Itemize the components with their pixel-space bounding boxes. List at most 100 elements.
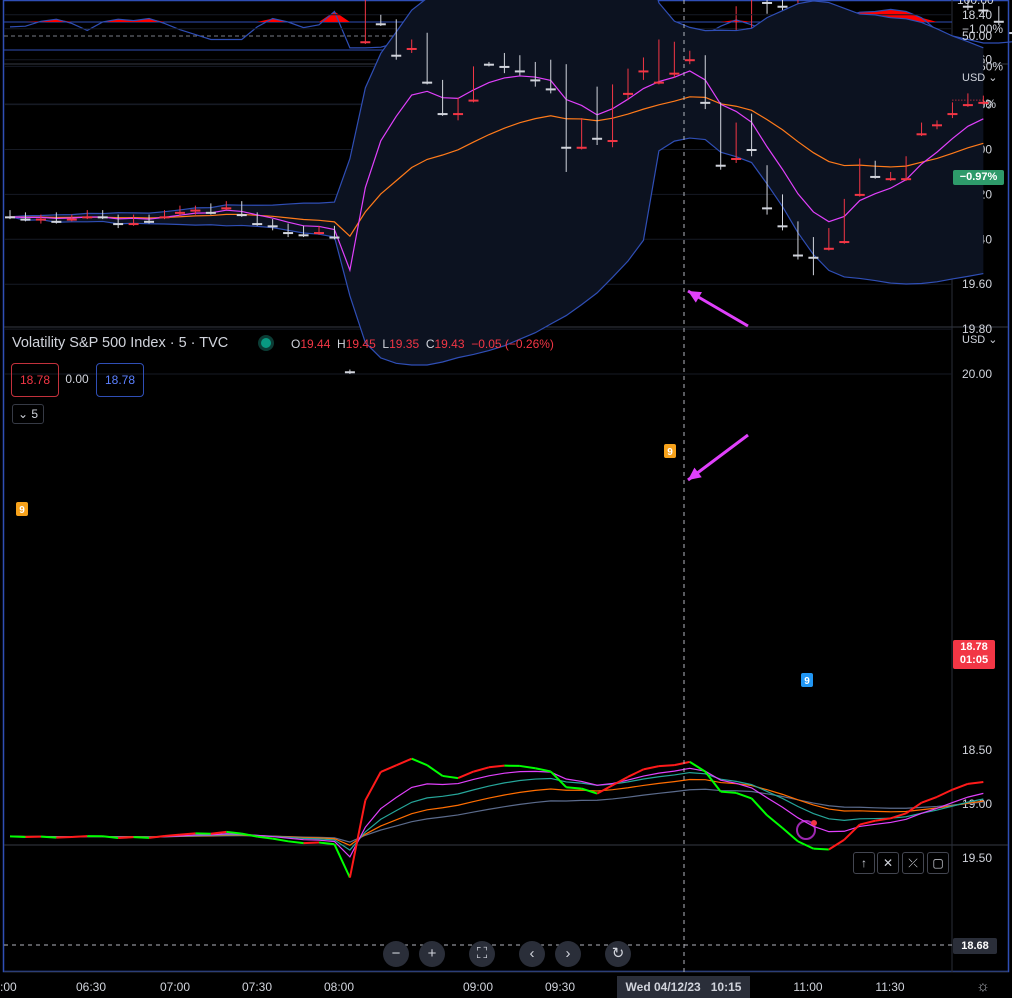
indicator-value-left[interactable]: 18.78 — [11, 363, 59, 397]
price-candle-body — [344, 371, 355, 374]
price-candle-body — [453, 113, 464, 116]
time-tick: 11:30 — [875, 980, 904, 994]
td-marker-bottom-label: 9 — [804, 676, 810, 687]
zoom-out-button[interactable]: − — [383, 941, 409, 967]
crosshair-value-tag: 18.68 — [953, 938, 997, 954]
ma-ribbon-fastest — [318, 841, 335, 846]
ma-ribbon-fastest — [348, 800, 367, 878]
ma-ribbon-fastest — [766, 814, 784, 829]
price-candle-body — [592, 137, 603, 140]
price-candle-body — [35, 218, 46, 221]
zoom-in-button[interactable]: + — [419, 941, 445, 967]
indicator-value-right[interactable]: 18.78 — [96, 363, 144, 397]
time-tick: :00 — [0, 980, 17, 994]
ma-ribbon-fastest — [257, 835, 273, 840]
price-candle — [731, 122, 742, 163]
ma-ribbon-fastest — [952, 782, 969, 791]
price-candle — [607, 84, 618, 148]
ma-ribbon-fastest — [226, 830, 242, 835]
currency-menu-pct[interactable]: USD ⌄ — [962, 72, 998, 84]
ma-ribbon-fastest — [674, 760, 691, 767]
band-fill — [10, 0, 984, 366]
price-candle — [20, 212, 31, 222]
price-candle — [839, 198, 850, 244]
price-tick: 19.60 — [962, 277, 992, 291]
price-candle — [66, 214, 77, 222]
ma-ribbon-fastest — [457, 770, 474, 780]
pane-collapse-button[interactable]: ⤫ — [902, 852, 924, 874]
price-candle-body — [777, 225, 788, 228]
pct-last-tag: −0.97% — [953, 170, 1004, 185]
ohlc-close: 19.43 — [434, 337, 465, 351]
price-candle — [453, 97, 464, 121]
time-tick: 07:30 — [242, 980, 272, 994]
price-candle-body — [978, 101, 989, 104]
price-candle-body — [5, 216, 15, 219]
price-candle — [885, 171, 896, 181]
price-candle — [252, 212, 263, 226]
ma-ribbon-slowest — [9, 788, 984, 843]
price-candle-body — [932, 124, 942, 127]
price-tick: 19.80 — [962, 322, 992, 336]
ma-ribbon-fastest — [797, 840, 814, 850]
price-candle — [592, 86, 603, 146]
pane-move-up-button[interactable]: ↑ — [853, 852, 875, 874]
price-candle-body — [298, 234, 309, 237]
pct-candle — [1009, 32, 1012, 35]
ma-ribbon-fastest — [750, 797, 768, 816]
price-candle — [561, 64, 572, 172]
ma-ribbon-fastest — [210, 830, 227, 835]
scroll-back-button[interactable]: ‹ — [519, 941, 545, 967]
price-candle-body — [375, 23, 386, 26]
price-candle — [422, 32, 433, 85]
pct-candle-body — [1009, 32, 1012, 35]
td-marker-left: 9 — [16, 502, 28, 516]
price-candle-body — [252, 223, 263, 226]
fit-screen-button[interactable]: ⛶ — [469, 941, 495, 967]
ma-ribbon-slow — [9, 778, 984, 846]
ma-ribbon-fastest — [179, 832, 196, 836]
price-candle-body — [360, 41, 371, 44]
price-candle — [576, 118, 587, 150]
time-tick: 08:00 — [324, 980, 354, 994]
time-tick: 09:00 — [463, 980, 493, 994]
ma-ribbon-fastest — [875, 817, 891, 822]
price-candle-body — [762, 207, 773, 210]
pct-candle — [962, 0, 973, 10]
legend-collapse-button[interactable]: ⌄ 5 — [12, 404, 44, 424]
ma-ribbon-fastest — [967, 781, 984, 785]
price-candle-body — [437, 113, 448, 116]
currency-menu-price[interactable]: USD ⌄ — [962, 334, 998, 346]
price-candle — [267, 219, 278, 231]
price-candle-body — [607, 140, 618, 143]
price-candle — [947, 102, 958, 119]
ma-ribbon-fastest — [9, 835, 26, 838]
pane-delete-button[interactable]: ✕ — [877, 852, 899, 874]
td-marker-top-bg — [664, 444, 676, 458]
price-candle-body — [870, 175, 881, 178]
pct-candle-body — [978, 9, 989, 12]
reset-chart-button[interactable]: ↻ — [605, 941, 631, 967]
bar-countdown: 01:05 — [959, 654, 989, 666]
pane-maximize-button[interactable]: ▢ — [927, 852, 949, 874]
price-candle-body — [174, 211, 185, 214]
price-candle-body — [653, 81, 664, 84]
ma-ribbon-fastest — [936, 788, 953, 798]
price-candle — [35, 214, 46, 224]
scroll-forward-button[interactable]: › — [555, 941, 581, 967]
ma-ribbon-fastest — [303, 841, 320, 845]
settings-sun-icon[interactable]: ☼ — [976, 978, 990, 995]
td-marker-left-bg — [16, 502, 28, 516]
ma-ribbon-fastest — [118, 836, 134, 839]
pct-candle-body — [777, 5, 788, 8]
price-candle-body — [128, 223, 139, 226]
pct-candle — [978, 2, 989, 14]
last-price-tag: 18.78 01:05 — [953, 640, 995, 669]
ma-ribbon-fastest — [40, 835, 57, 839]
osc-tick: 50.00 — [962, 29, 992, 43]
ma-ribbon-fastest — [566, 786, 582, 790]
price-candle — [159, 210, 170, 220]
ma-ribbon-fastest — [272, 837, 289, 843]
price-candle-body — [808, 256, 819, 259]
